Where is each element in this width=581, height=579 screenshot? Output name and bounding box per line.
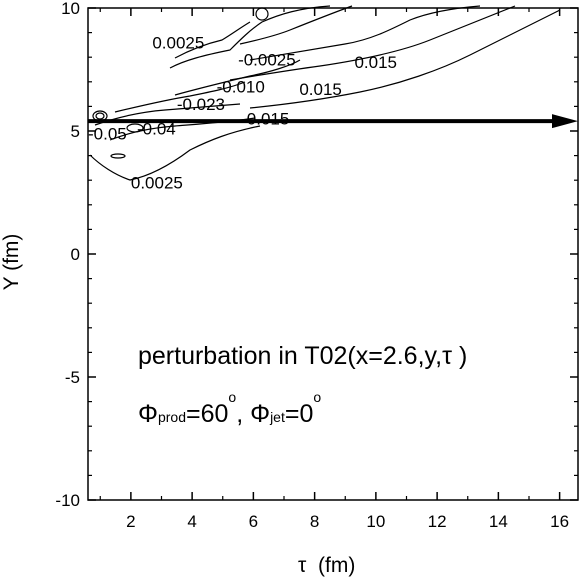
contour-small-loop-4	[255, 7, 269, 21]
contour-010	[174, 59, 301, 96]
contour-label: -0.04	[137, 120, 176, 139]
y-tick-label: -10	[55, 491, 80, 510]
contour-label: 0.0025	[131, 174, 183, 193]
contour-0015-b	[229, 5, 516, 81]
y-axis-ticks: -10 -5 0 5 10	[55, 0, 578, 510]
annotation-line1: perturbation in T02(x=2.6,y,τ )	[138, 342, 467, 370]
contour-label: -0.05	[88, 124, 127, 143]
x-tick-label: 8	[310, 512, 319, 531]
y-axis-title: Y (fm)	[0, 234, 23, 291]
contour-015-c	[249, 9, 561, 109]
contour-label: -0.010	[217, 78, 265, 97]
contour-label: 0.0025	[152, 33, 204, 52]
contour-label: 0.015	[299, 80, 342, 99]
x-axis-title: τ (fm)	[298, 554, 355, 577]
y-tick-label: 0	[71, 245, 80, 264]
contour-inner-a	[239, 5, 353, 45]
annotation: perturbation in T02(x=2.6,y,τ ) Φprod=60…	[138, 342, 467, 428]
phi-jet-symbol: Φ	[250, 400, 270, 428]
degree-1: o	[228, 389, 236, 405]
contour-label: -0.0025	[238, 51, 296, 70]
y-tick-label: -5	[65, 368, 80, 387]
y-tick-label: 5	[71, 122, 80, 141]
annotation-tau: τ	[442, 342, 452, 370]
x-tick-label: 6	[249, 512, 258, 531]
contour-inner-b	[94, 103, 241, 126]
phi-jet-value: =0	[285, 400, 314, 428]
annotation-line1-end: )	[452, 342, 467, 370]
y-tick-label: 10	[61, 0, 80, 18]
phi-prod-value: =60	[186, 400, 228, 428]
annotation-line2: Φprod=60o, Φjet=0o	[138, 389, 321, 428]
x-tick-label: 16	[550, 512, 569, 531]
contour-labels: 0.0025-0.00250.015-0.0100.015-0.023-0.01…	[88, 33, 397, 192]
phi-jet-sub: jet	[269, 409, 285, 425]
contour-label: 0.015	[354, 53, 397, 72]
degree-2: o	[313, 389, 321, 405]
arrow	[88, 114, 578, 129]
x-tick-label: 2	[126, 512, 135, 531]
x-tick-label: 12	[428, 512, 447, 531]
x-tick-label: 4	[187, 512, 196, 531]
arrow-head	[552, 114, 578, 129]
contour-small-loop-3	[110, 153, 126, 159]
contour-lower-0025	[89, 125, 261, 181]
annotation-line1-text: perturbation in T02(x=2.6,y,	[138, 342, 442, 370]
contour-023	[114, 81, 246, 113]
contour-small-loop-2	[95, 112, 105, 120]
x-tick-label: 10	[366, 512, 385, 531]
x-tick-label: 14	[489, 512, 508, 531]
separator: ,	[236, 400, 250, 428]
contour-outer-upper	[169, 5, 331, 69]
contour-label: -0.023	[177, 95, 225, 114]
contour-small-loop-5	[126, 123, 144, 133]
x-axis-ticks: 2 4 6 8 10 12 14 16	[99, 8, 569, 531]
x-axis-title-unit: (fm)	[318, 554, 355, 577]
contour-lines	[89, 5, 561, 181]
x-axis-title-symbol: τ	[298, 554, 307, 577]
phi-prod-sub: prod	[158, 409, 186, 425]
contour-0025-upper	[174, 21, 251, 59]
phi-prod-symbol: Φ	[138, 400, 158, 428]
contour-0015-a	[249, 5, 481, 61]
